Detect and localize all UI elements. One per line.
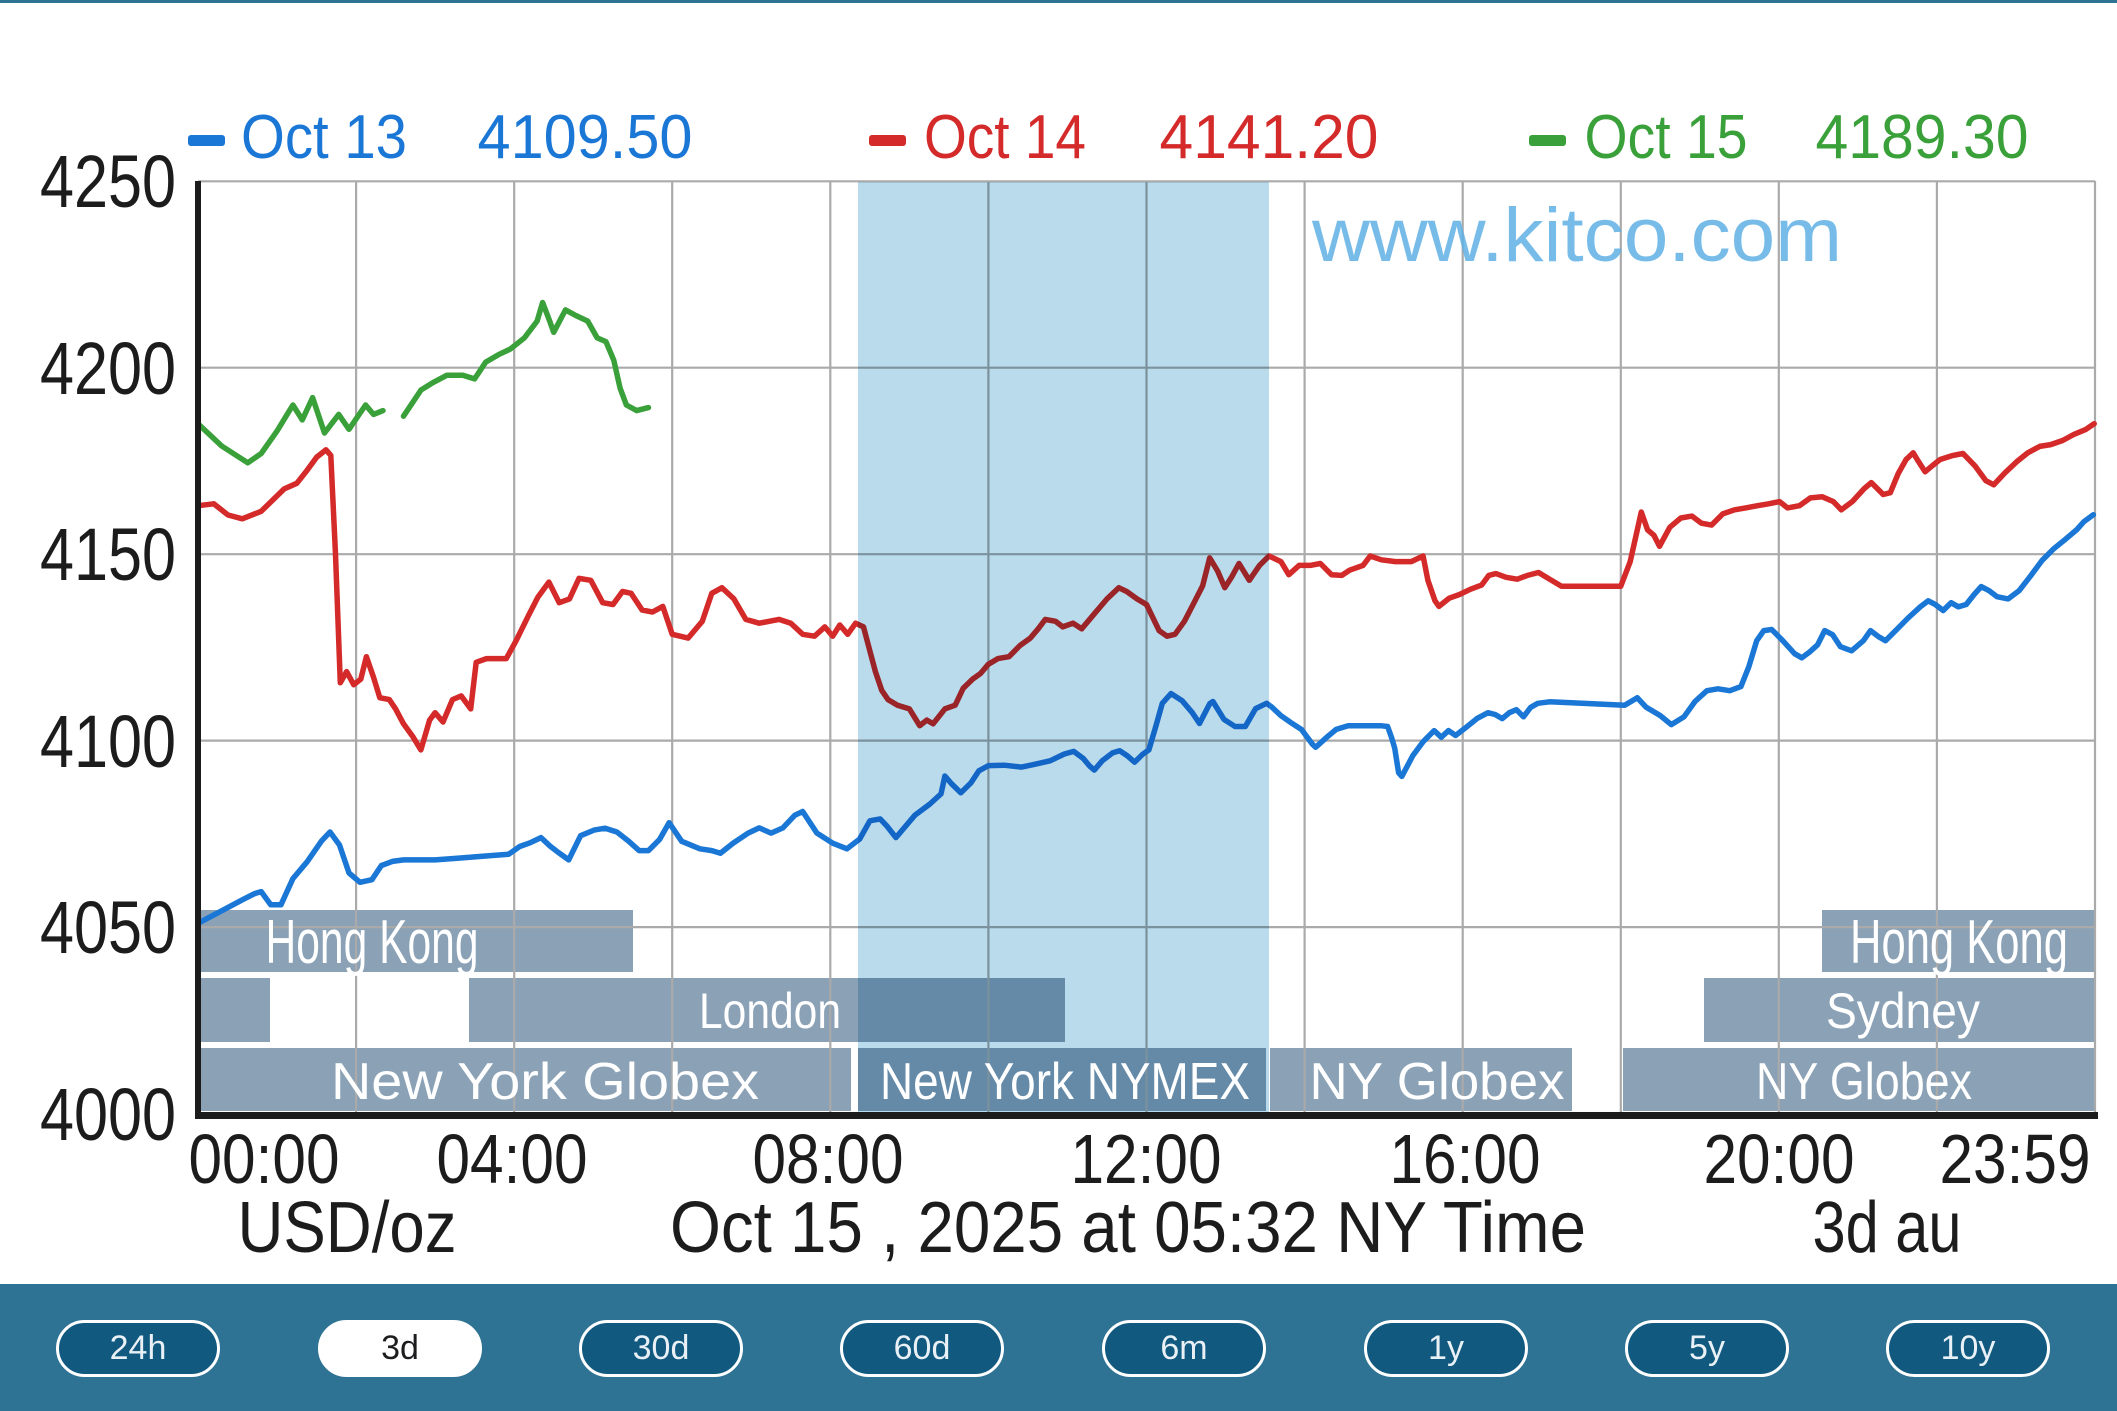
- svg-text:4250: 4250: [40, 140, 176, 223]
- svg-text:4200: 4200: [40, 327, 176, 410]
- svg-text:04:00: 04:00: [437, 1120, 588, 1198]
- svg-text:NY Globex: NY Globex: [1310, 1053, 1565, 1111]
- svg-text:20:00: 20:00: [1704, 1120, 1855, 1198]
- svg-text:08:00: 08:00: [753, 1120, 904, 1198]
- svg-text:Oct 14: Oct 14: [924, 103, 1086, 172]
- svg-text:3d au: 3d au: [1813, 1188, 1962, 1268]
- svg-text:4000: 4000: [40, 1073, 176, 1156]
- svg-text:12:00: 12:00: [1071, 1120, 1222, 1198]
- svg-text:USD/oz: USD/oz: [238, 1188, 457, 1268]
- svg-text:23:59: 23:59: [1940, 1120, 2091, 1198]
- svg-text:New York Globex: New York Globex: [331, 1053, 759, 1111]
- svg-text:4189.30: 4189.30: [1816, 103, 2029, 172]
- svg-text:Oct 15: Oct 15: [1585, 103, 1748, 172]
- svg-text:4109.50: 4109.50: [478, 103, 693, 172]
- svg-text:00:00: 00:00: [189, 1120, 340, 1198]
- svg-text:www.kitco.com: www.kitco.com: [1311, 193, 1842, 278]
- svg-text:NY Globex: NY Globex: [1756, 1053, 1972, 1111]
- svg-text:Hong Kong: Hong Kong: [1850, 908, 2068, 977]
- svg-text:Oct 15 , 2025 at 05:32 NY Time: Oct 15 , 2025 at 05:32 NY Time: [670, 1188, 1586, 1268]
- svg-text:London: London: [699, 983, 841, 1039]
- svg-text:Hong Kong: Hong Kong: [266, 908, 479, 977]
- svg-text:4150: 4150: [40, 513, 176, 596]
- svg-text:16:00: 16:00: [1390, 1120, 1541, 1198]
- svg-text:4050: 4050: [40, 886, 176, 969]
- svg-text:New York NYMEX: New York NYMEX: [880, 1053, 1250, 1111]
- svg-text:Sydney: Sydney: [1826, 983, 1980, 1039]
- svg-text:4141.20: 4141.20: [1160, 103, 1379, 172]
- svg-text:Oct 13: Oct 13: [241, 103, 407, 172]
- svg-text:4100: 4100: [40, 700, 176, 783]
